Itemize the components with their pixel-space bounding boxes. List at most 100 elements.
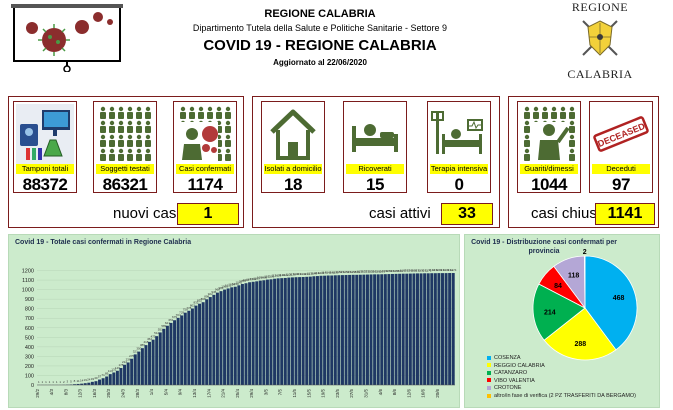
bar [201, 302, 205, 385]
bar-data-label: 1 [52, 380, 54, 384]
bar-data-label: 1130 [293, 272, 300, 276]
bar [123, 364, 127, 385]
bar [358, 274, 362, 385]
bar-data-label: 512 [154, 331, 159, 335]
person-icon [100, 106, 106, 112]
bar-data-label: 321 [133, 349, 138, 353]
bar-data-label: 1 [59, 380, 61, 384]
person-icon [109, 120, 115, 126]
bar [198, 303, 202, 385]
bar [205, 299, 209, 385]
bar [101, 378, 105, 385]
bar-data-label: 1171 [425, 268, 432, 272]
person-icon [100, 120, 106, 126]
logo-text-top: REGIONE [571, 0, 629, 14]
x-tick-label: 31/5 [363, 389, 368, 398]
person-icon [569, 112, 575, 119]
bar [87, 382, 91, 385]
cumulative-cases-chart: Covid 19 - Totale casi confermati in Reg… [8, 234, 460, 408]
person-icon [524, 154, 530, 161]
bar-data-label: 1152 [339, 270, 346, 274]
x-tick-label: 8/6 [392, 389, 397, 396]
bar-data-label: 1148 [325, 270, 332, 274]
card-value: 86321 [102, 175, 148, 194]
bar-data-label: 1067 [243, 278, 250, 282]
person-icon [145, 112, 151, 119]
bar-data-label: 621 [165, 321, 170, 325]
person-icon [109, 112, 115, 119]
x-tick-label: 8/3 [63, 389, 68, 396]
bar-data-label: 1148 [329, 270, 336, 274]
bar-data-label: 1 [56, 380, 58, 384]
pie-slice [543, 307, 617, 361]
closed-cases-panel: Guariti/dimessi 1044 DECEASED Deceduti 9… [508, 96, 659, 228]
bar-data-label: 1174 [446, 268, 453, 272]
virus-person-icon [180, 106, 231, 162]
bar [133, 354, 137, 385]
card-label: Tamponi totali [16, 164, 74, 174]
bar [226, 288, 230, 385]
bar [298, 277, 302, 385]
person-icon [569, 148, 575, 154]
bar-data-label: 1 [49, 380, 51, 384]
bar [280, 278, 284, 385]
bar-data-label: 1120 [278, 273, 285, 277]
person-icon [569, 154, 575, 161]
card-value: 0 [454, 175, 464, 194]
bar-data-label: 386 [140, 343, 145, 347]
x-tick-label: 29/4 [249, 389, 254, 398]
bar [423, 273, 427, 385]
person-icon [569, 106, 575, 112]
legend-swatch [487, 385, 491, 390]
bar-data-label: 1150 [332, 270, 339, 274]
person-icon [542, 106, 548, 112]
bar-data-label: 1098 [261, 275, 268, 279]
person-icon [225, 120, 231, 126]
y-tick-label: 0 [31, 383, 34, 389]
y-tick-label: 700 [25, 316, 34, 322]
bar-data-label: 1151 [336, 270, 343, 274]
bar [365, 274, 369, 385]
bar-data-label: 1128 [289, 272, 296, 276]
person-icon [145, 126, 151, 133]
bar [355, 274, 359, 385]
bar [165, 325, 169, 385]
bar [173, 320, 177, 385]
bar-data-label: 1122 [282, 273, 289, 277]
person-icon [551, 106, 557, 112]
bar [251, 281, 255, 385]
person-icon [569, 126, 575, 133]
bar-data-label: 1157 [361, 270, 368, 274]
bar-data-label: 1 [38, 380, 40, 384]
x-tick-label: 28/3 [135, 389, 140, 398]
bar [273, 278, 277, 385]
x-tick-label: 13/4 [192, 389, 197, 398]
person-icon [145, 140, 151, 147]
virus-icon [38, 24, 70, 56]
bar [437, 273, 441, 385]
bar-data-label: 1163 [386, 269, 393, 273]
bar [383, 274, 387, 385]
bar-data-label: 679 [172, 315, 177, 319]
hospital-bed-icon [352, 124, 398, 152]
x-tick-label: 3/5 [263, 389, 268, 396]
bar-data-label: 1132 [300, 272, 307, 276]
header-text: REGIONE CALABRIA Dipartimento Tutela del… [170, 8, 470, 67]
person-icon [127, 126, 133, 133]
bar-data-label: 1167 [404, 269, 411, 273]
legend-item: REGGIO CALABRIA [487, 363, 636, 371]
bar [376, 274, 380, 385]
bar-data-label: 984 [218, 286, 223, 290]
x-tick-label: 11/5 [292, 389, 297, 398]
bar [294, 277, 298, 385]
x-tick-label: 12/3 [78, 389, 83, 398]
person-icon [127, 154, 133, 161]
bar [305, 276, 309, 385]
bar-data-label: 57 [98, 375, 102, 379]
bar [419, 273, 423, 385]
pie-data-label: 2 [583, 249, 587, 256]
bar-data-label: 1172 [429, 268, 436, 272]
tamponi-card: Tamponi totali 88372 [13, 101, 77, 194]
bar-data-label: 832 [193, 301, 198, 305]
bar [187, 310, 191, 385]
